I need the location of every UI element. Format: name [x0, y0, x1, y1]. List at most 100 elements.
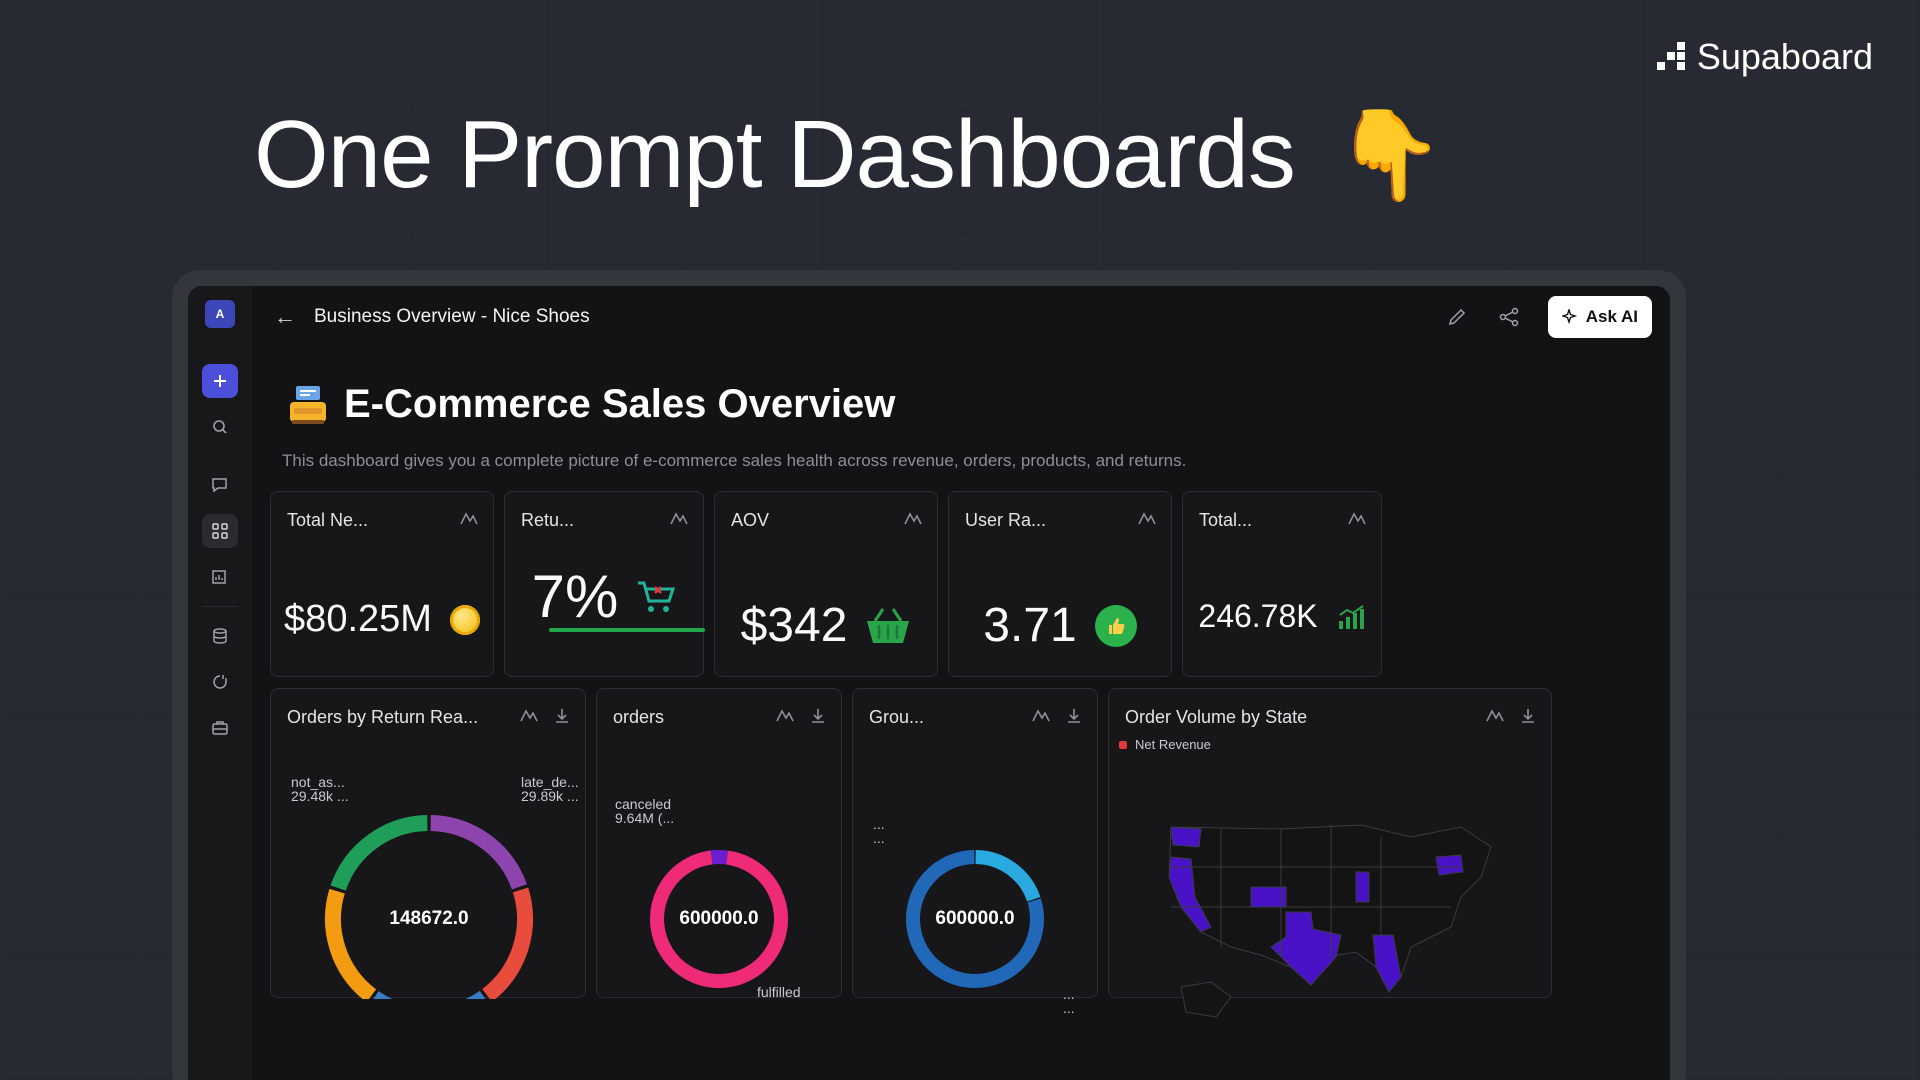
download-icon[interactable]	[553, 707, 571, 725]
kpi-card-user-rating[interactable]: User Ra... 3.71	[948, 491, 1172, 677]
search-button[interactable]	[202, 410, 238, 444]
slice-label-name: canceled	[615, 796, 672, 812]
donut-slice-4[interactable]	[330, 815, 428, 891]
donut-slice-1[interactable]	[482, 887, 533, 999]
donut-center-value: 600000.0	[935, 908, 1015, 929]
chart-card-order-volume-map[interactable]: Order Volume by State Net Revenue	[1108, 688, 1552, 1018]
kpi-value-row: $80.25M	[271, 598, 493, 641]
chart-card-group[interactable]: Grou... ...... ...... 600000.0	[852, 688, 1098, 1015]
dashboard-title-text: E-Commerce Sales Overview	[344, 382, 896, 426]
new-button[interactable]	[202, 364, 238, 398]
ask-ai-button[interactable]: Ask AI	[1547, 296, 1652, 338]
briefcase-icon	[212, 721, 228, 735]
chart-title: Orders by Return Rea...	[287, 707, 479, 727]
toolbox-button[interactable]	[202, 711, 238, 745]
chart-type-icon[interactable]	[459, 510, 479, 526]
chart-type-icon[interactable]	[1031, 707, 1051, 723]
chart-type-icon[interactable]	[903, 510, 923, 526]
legend-swatch	[1119, 740, 1127, 749]
card-actions	[669, 510, 689, 526]
card-actions	[1031, 707, 1083, 725]
app-window: A	[172, 270, 1686, 1080]
hero-title: One Prompt Dashboards 👇	[254, 100, 1445, 210]
kpi-card-return-rate[interactable]: Retu... 7%	[504, 491, 706, 677]
chart-card-orders[interactable]: orders canceled 9.64M (... fulfilled 6000…	[596, 688, 842, 1000]
share-button[interactable]	[1496, 304, 1522, 330]
share-icon	[1499, 307, 1518, 327]
kpi-value-row: $342	[715, 598, 937, 653]
chart-type-icon[interactable]	[519, 707, 539, 723]
brand-logo: Supaboard	[1656, 36, 1873, 78]
chart-title: Grou...	[869, 707, 925, 727]
download-icon[interactable]	[1065, 707, 1083, 725]
workspace-avatar[interactable]: A	[205, 300, 235, 328]
kpi-value-row: 3.71	[949, 598, 1171, 653]
kpi-value: $342	[740, 599, 848, 652]
donut-chart-group	[906, 850, 1044, 988]
donut-slice-0[interactable]	[710, 850, 729, 865]
chart-type-icon[interactable]	[1347, 510, 1367, 526]
pointing-down-icon: 👇	[1334, 103, 1445, 206]
kpi-card-total-orders[interactable]: Total... 246.78K	[1182, 491, 1382, 677]
thumbs-up-icon	[1094, 604, 1137, 647]
reports-button[interactable]	[202, 560, 238, 594]
integrations-button[interactable]	[202, 665, 238, 699]
chart-card-return-reasons[interactable]: Orders by Return Rea... not_as... 29.48k …	[270, 688, 586, 999]
kpi-card-aov[interactable]: AOV $342	[714, 491, 938, 677]
chat-button[interactable]	[202, 468, 238, 502]
main-content: ← Business Overview - Nice Shoes Ask AI	[252, 286, 1670, 1080]
brand-name: Supaboard	[1696, 36, 1873, 77]
pencil-icon	[1448, 308, 1465, 326]
card-actions	[903, 510, 923, 526]
donut-slice-0[interactable]	[430, 815, 527, 890]
sparkle-icon	[1561, 309, 1577, 325]
donut-slice-1[interactable]	[650, 850, 788, 988]
breadcrumb: Business Overview - Nice Shoes	[314, 306, 590, 327]
chart-type-icon[interactable]	[1485, 707, 1505, 723]
database-button[interactable]	[202, 619, 238, 653]
chart-title: Order Volume by State	[1125, 707, 1308, 727]
kpi-value-row: 7%	[505, 562, 703, 631]
kpi-value: 7%	[531, 563, 619, 630]
search-icon	[213, 420, 227, 434]
return-rate-progress	[549, 628, 706, 632]
kpi-value-row: 246.78K	[1183, 598, 1381, 635]
slice-label-name: ...	[873, 816, 885, 832]
slice-label-canceled: canceled 9.64M (...	[615, 797, 674, 825]
supaboard-logo-icon	[1656, 42, 1687, 72]
donut-slice-1[interactable]	[906, 850, 1044, 988]
coin-icon	[449, 604, 480, 635]
donut-slice-3[interactable]	[325, 888, 377, 999]
chart-type-icon[interactable]	[775, 707, 795, 723]
slice-label-fulfilled: fulfilled	[757, 984, 801, 1000]
card-actions	[1347, 510, 1367, 526]
edit-button[interactable]	[1444, 304, 1470, 330]
chart-type-icon[interactable]	[669, 510, 689, 526]
download-icon[interactable]	[1519, 707, 1537, 725]
donut-slice-2[interactable]	[373, 990, 486, 999]
slice-label-value: 9.64M (...	[615, 810, 675, 826]
grid-icon	[212, 523, 228, 539]
donut-chart-orders	[650, 850, 788, 988]
chart-type-icon[interactable]	[1137, 510, 1157, 526]
dashboards-button[interactable]	[202, 514, 238, 548]
slice-label-bottom: ......	[1063, 987, 1075, 1015]
kpi-value: 3.71	[983, 599, 1077, 652]
cart-x-icon	[638, 581, 676, 612]
card-actions	[1485, 707, 1537, 725]
plug-icon	[213, 675, 227, 689]
cash-register-icon	[290, 385, 326, 424]
download-icon[interactable]	[809, 707, 827, 725]
dashboard-description: This dashboard gives you a complete pict…	[282, 451, 1187, 470]
donut-slice-0[interactable]	[975, 850, 1041, 902]
card-actions	[775, 707, 827, 725]
bar-chart-icon	[1338, 604, 1364, 629]
kpi-card-total-net[interactable]: Total Ne... $80.25M	[270, 491, 494, 677]
slice-label-name: not_as...	[291, 774, 345, 790]
slice-label-not-as-described: not_as... 29.48k ...	[291, 775, 349, 803]
dashboard-title: E-Commerce Sales Overview	[288, 382, 895, 427]
chart-add-icon	[212, 570, 226, 584]
database-icon	[213, 628, 227, 644]
back-arrow-icon[interactable]: ←	[274, 304, 296, 329]
kpi-title: Total...	[1199, 510, 1253, 530]
